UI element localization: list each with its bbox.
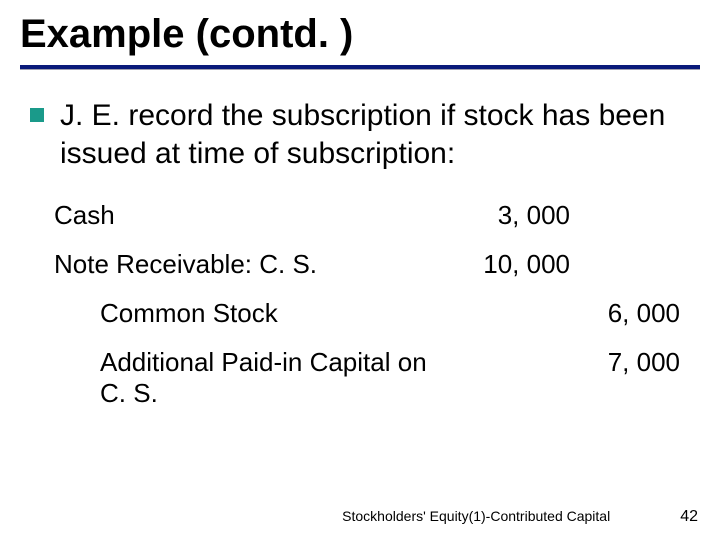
debit-account: Note Receivable: C. S.	[54, 249, 440, 280]
footer-text: Stockholders' Equity(1)-Contributed Capi…	[342, 508, 610, 524]
bullet-item: J. E. record the subscription if stock h…	[30, 97, 690, 172]
slide-title: Example (contd. )	[20, 12, 720, 57]
debit-amount: 10, 000	[440, 249, 570, 280]
journal-credit-row: Common Stock 6, 000	[54, 298, 680, 329]
debit-amount: 3, 000	[440, 200, 570, 231]
journal-debit-row: Cash 3, 000	[54, 200, 680, 231]
journal-entry: Cash 3, 000 Note Receivable: C. S. 10, 0…	[54, 200, 680, 409]
credit-amount: 6, 000	[570, 298, 680, 329]
square-bullet-icon	[30, 108, 44, 122]
title-underline	[20, 65, 700, 69]
debit-account: Cash	[54, 200, 440, 231]
journal-credit-row: Additional Paid-in Capital on C. S. 7, 0…	[54, 347, 680, 409]
credit-account: Common Stock	[54, 298, 440, 329]
credit-amount-empty	[570, 200, 680, 231]
credit-amount: 7, 000	[570, 347, 680, 409]
debit-amount-empty	[440, 347, 570, 409]
content-area: J. E. record the subscription if stock h…	[0, 69, 720, 409]
page-number: 42	[680, 508, 698, 526]
title-area: Example (contd. )	[0, 0, 720, 57]
footer: Stockholders' Equity(1)-Contributed Capi…	[0, 508, 720, 526]
bullet-text: J. E. record the subscription if stock h…	[60, 97, 690, 172]
journal-debit-row: Note Receivable: C. S. 10, 000	[54, 249, 680, 280]
credit-account: Additional Paid-in Capital on C. S.	[54, 347, 440, 409]
credit-amount-empty	[570, 249, 680, 280]
debit-amount-empty	[440, 298, 570, 329]
